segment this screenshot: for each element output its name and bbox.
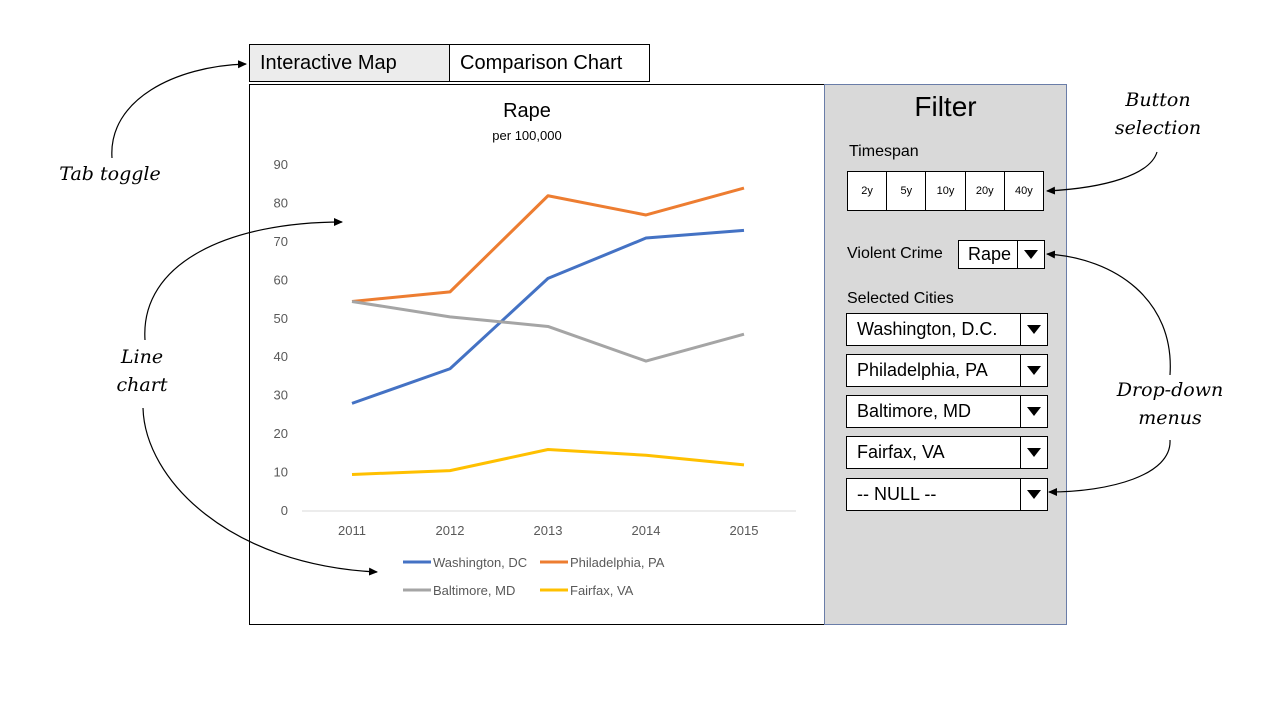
timespan-label: Timespan bbox=[849, 143, 919, 160]
y-tick-label: 20 bbox=[274, 426, 288, 441]
legend-label: Philadelphia, PA bbox=[570, 555, 665, 570]
annotation-line: Drop-down bbox=[1116, 379, 1224, 401]
timespan-button-2y[interactable]: 2y bbox=[848, 172, 888, 210]
chart-title: Rape bbox=[503, 100, 551, 122]
dropdown-arrow-bottom bbox=[1048, 439, 1171, 496]
filter-panel: Filter Timespan 2y 5y 10y 20y 40y Violen… bbox=[824, 84, 1067, 625]
violent-crime-dropdown[interactable]: Rape bbox=[958, 240, 1045, 269]
annotation-line-chart: Line chart bbox=[92, 343, 192, 399]
annotation-line: chart bbox=[116, 374, 168, 396]
x-tick-label: 2013 bbox=[534, 523, 563, 538]
annotation-dropdown-menus: Drop-down menus bbox=[1100, 376, 1240, 432]
annotation-tab-toggle: Tab toggle bbox=[59, 163, 161, 185]
timespan-button-40y[interactable]: 40y bbox=[1015, 185, 1033, 197]
filter-title: Filter bbox=[914, 91, 977, 122]
tab-interactive-map[interactable]: Interactive Map bbox=[249, 44, 450, 82]
annotation-line: Line bbox=[120, 346, 164, 368]
city-dropdown-2[interactable]: Philadelphia, PA bbox=[846, 354, 1048, 387]
y-tick-label: 90 bbox=[274, 157, 288, 172]
chevron-down-icon[interactable] bbox=[1020, 355, 1047, 386]
timespan-button-group: 2y 5y 10y 20y 40y bbox=[847, 171, 1044, 211]
timespan-button-10y[interactable]: 10y bbox=[926, 172, 966, 210]
timespan-button-20y[interactable]: 20y bbox=[966, 172, 1005, 210]
chevron-down-icon[interactable] bbox=[1020, 437, 1047, 468]
city-value: Washington, D.C. bbox=[857, 319, 998, 339]
violent-crime-label: Violent Crime bbox=[847, 245, 943, 262]
tab-toggle-arrow bbox=[111, 60, 247, 159]
chevron-down-icon[interactable] bbox=[1017, 241, 1044, 268]
x-tick-label: 2011 bbox=[338, 523, 366, 538]
city-dropdown-1[interactable]: Washington, D.C. bbox=[846, 313, 1048, 346]
selected-cities-label: Selected Cities bbox=[847, 290, 954, 307]
series-line-1 bbox=[351, 186, 745, 303]
city-value: -- NULL -- bbox=[857, 484, 937, 504]
chevron-down-icon[interactable] bbox=[1020, 479, 1047, 510]
city-value: Baltimore, MD bbox=[857, 401, 972, 421]
city-dropdown-4[interactable]: Fairfax, VA bbox=[846, 436, 1048, 469]
y-tick-label: 40 bbox=[274, 349, 288, 364]
annotation-line: Button bbox=[1125, 89, 1191, 111]
y-tick-label: 50 bbox=[274, 311, 288, 326]
violent-crime-value: Rape bbox=[968, 244, 1012, 264]
x-tick-label: 2015 bbox=[730, 523, 759, 538]
tab-comparison-chart[interactable]: Comparison Chart bbox=[449, 44, 650, 82]
annotation-button-selection: Button selection bbox=[1098, 86, 1218, 142]
city-value: Fairfax, VA bbox=[857, 442, 945, 462]
legend-label: Washington, DC bbox=[433, 555, 527, 570]
timespan-button-5y[interactable]: 5y bbox=[887, 172, 927, 210]
y-tick-label: 0 bbox=[281, 503, 288, 518]
city-dropdown-5[interactable]: -- NULL -- bbox=[846, 478, 1048, 511]
annotation-line: menus bbox=[1138, 407, 1202, 429]
series-line-2 bbox=[351, 299, 745, 363]
legend-label: Fairfax, VA bbox=[570, 583, 634, 598]
y-tick-label: 80 bbox=[274, 195, 288, 210]
annotation-line: selection bbox=[1114, 117, 1202, 139]
chart-panel: Rape per 100,000 0 10 20 30 40 50 60 70 80 90 201… bbox=[249, 84, 825, 625]
y-tick-label: 10 bbox=[274, 465, 288, 480]
series-line-3 bbox=[351, 447, 745, 476]
x-tick-label: 2012 bbox=[436, 523, 465, 538]
line-chart: Rape per 100,000 0 10 20 30 40 50 60 70 80 90 201… bbox=[274, 100, 796, 598]
chevron-down-icon[interactable] bbox=[1020, 314, 1047, 345]
x-tick-label: 2014 bbox=[632, 523, 661, 538]
city-dropdown-3[interactable]: Baltimore, MD bbox=[846, 395, 1048, 428]
y-tick-label: 30 bbox=[274, 388, 288, 403]
y-tick-label: 70 bbox=[274, 234, 288, 249]
legend-label: Baltimore, MD bbox=[433, 583, 515, 598]
chart-subtitle: per 100,000 bbox=[492, 128, 561, 143]
city-value: Philadelphia, PA bbox=[857, 360, 988, 380]
chevron-down-icon[interactable] bbox=[1020, 396, 1047, 427]
series-line-0 bbox=[351, 228, 745, 405]
y-tick-label: 60 bbox=[274, 272, 288, 287]
